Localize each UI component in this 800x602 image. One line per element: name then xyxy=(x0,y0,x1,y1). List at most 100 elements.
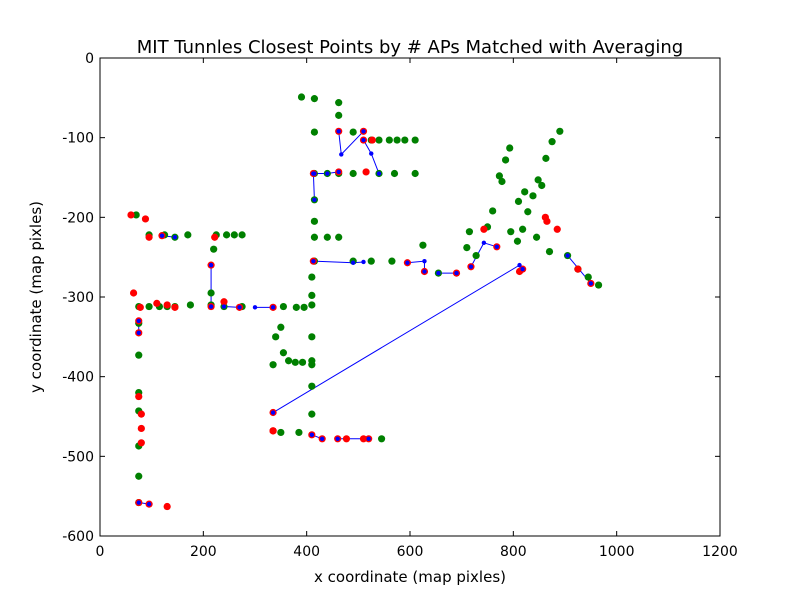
reference-point xyxy=(135,472,143,480)
reference-point xyxy=(463,244,471,252)
link-vertex-point xyxy=(361,137,366,143)
estimate-point xyxy=(145,233,153,241)
link-vertex-point xyxy=(221,304,227,309)
link-vertex-point xyxy=(494,244,499,250)
link-vertex-point xyxy=(454,270,459,276)
ticks-layer: 0 200 400 600 800 1000 1200 0 -100 -200 -300 -400 -5… xyxy=(62,51,738,560)
reference-point xyxy=(465,228,474,236)
link-vertex-point xyxy=(146,501,152,507)
reference-point xyxy=(507,228,515,236)
reference-point xyxy=(521,188,529,196)
reference-point xyxy=(501,156,510,164)
link-vertex-point xyxy=(361,129,366,134)
reference-point xyxy=(411,169,419,178)
reference-point xyxy=(135,351,143,359)
estimate-point xyxy=(129,289,138,297)
points-layer xyxy=(127,93,603,511)
estimate-point xyxy=(211,233,219,241)
link-vertex-point xyxy=(312,197,317,203)
link-vertex-point xyxy=(325,171,330,176)
reference-point xyxy=(308,291,316,300)
reference-point xyxy=(472,251,480,260)
link-vertex-point xyxy=(369,151,374,156)
link-vertex-point xyxy=(311,258,316,264)
estimate-point xyxy=(137,410,145,418)
estimate-point xyxy=(342,435,351,443)
estimate-point xyxy=(135,392,143,401)
reference-point xyxy=(506,144,514,152)
reference-point xyxy=(388,257,396,265)
reference-point xyxy=(184,231,192,239)
estimate-point xyxy=(127,211,135,219)
reference-point xyxy=(145,302,153,311)
reference-point xyxy=(298,358,307,366)
reference-point xyxy=(375,136,383,144)
reference-point xyxy=(390,169,399,178)
reference-point xyxy=(279,302,288,311)
estimate-point xyxy=(136,303,144,311)
reference-point xyxy=(349,128,357,136)
y-axis-label: y coordinate (map pixles) xyxy=(27,201,45,393)
reference-point xyxy=(538,181,546,190)
reference-point xyxy=(335,111,343,119)
x-tick-label: 800 xyxy=(500,544,527,560)
reference-point xyxy=(367,257,375,265)
reference-point xyxy=(545,247,554,256)
link-vertex-point xyxy=(405,260,410,265)
link-vertex-point xyxy=(136,318,141,324)
link-vertex-point xyxy=(208,262,214,268)
estimate-point xyxy=(543,217,551,225)
reference-point xyxy=(377,435,386,443)
y-tick-label: -500 xyxy=(62,449,94,465)
link-vertex-point xyxy=(136,500,141,505)
link-vertex-point xyxy=(319,436,325,442)
link-vertex-point xyxy=(336,169,341,175)
x-tick-label: 600 xyxy=(397,544,424,560)
reference-point xyxy=(277,428,285,437)
estimate-point xyxy=(359,435,368,443)
y-tick-label: -400 xyxy=(62,370,94,386)
y-tick-label: -600 xyxy=(62,529,94,545)
reference-point xyxy=(277,323,285,331)
reference-point xyxy=(210,245,218,253)
reference-point xyxy=(513,237,522,245)
link-vertex-point xyxy=(270,410,276,415)
reference-point xyxy=(207,289,215,297)
x-tick-label: 400 xyxy=(293,544,320,560)
x-tick-label: 1000 xyxy=(599,544,635,560)
reference-point xyxy=(272,333,280,341)
reference-point xyxy=(514,197,523,205)
link-vertex-point xyxy=(208,304,214,309)
y-tick-label: 0 xyxy=(85,51,94,67)
reference-point xyxy=(310,217,319,225)
link-vertex-point xyxy=(237,305,242,310)
estimate-point xyxy=(137,439,145,447)
estimate-point xyxy=(171,303,179,311)
x-tick-label: 1200 xyxy=(702,544,738,560)
link-vertex-point xyxy=(520,266,525,272)
reference-point xyxy=(495,172,503,180)
reference-point xyxy=(534,176,542,184)
reference-point xyxy=(308,273,316,281)
reference-point xyxy=(132,211,140,219)
estimate-point xyxy=(163,301,171,309)
reference-point xyxy=(230,231,238,239)
reference-point xyxy=(269,361,277,369)
reference-point xyxy=(542,154,550,162)
reference-point xyxy=(529,192,537,200)
reference-point xyxy=(308,333,316,341)
reference-point xyxy=(279,349,288,357)
reference-point xyxy=(393,136,401,144)
reference-point xyxy=(308,410,316,418)
reference-point xyxy=(411,136,419,144)
reference-point xyxy=(291,358,299,366)
estimate-point xyxy=(553,225,561,233)
link-vertex-point xyxy=(468,264,474,269)
y-tick-label: -200 xyxy=(62,210,94,226)
link-vertex-point xyxy=(481,240,487,246)
link-vertex-point xyxy=(339,152,344,157)
estimate-point xyxy=(141,215,150,223)
x-tick-label: 0 xyxy=(96,544,105,560)
estimate-point xyxy=(362,168,370,176)
